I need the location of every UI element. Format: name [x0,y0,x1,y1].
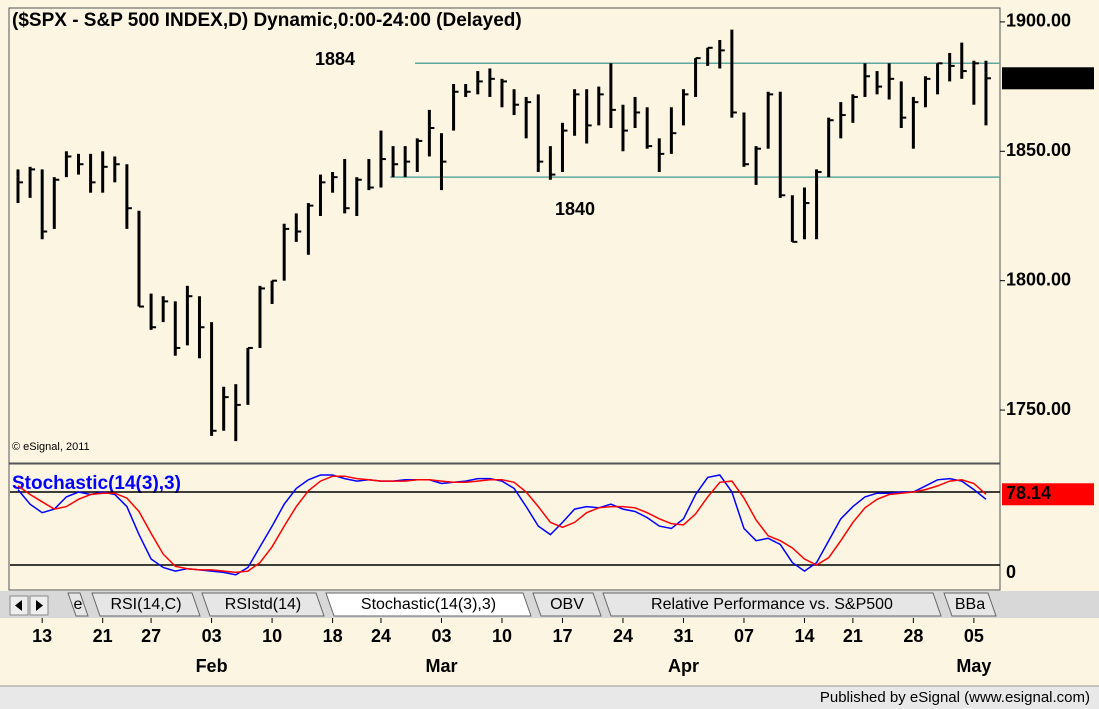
x-tick-label: 03 [431,626,451,646]
chart-title: ($SPX - S&P 500 INDEX,D) Dynamic,0:00-24… [12,10,522,31]
x-tick-label: 14 [794,626,814,646]
arrow-right [36,600,43,611]
stoch-line [17,474,987,576]
stoch-line [17,475,987,574]
y-tick-label: 1850.00 [1006,140,1071,160]
x-tick-label: 17 [552,626,572,646]
tab[interactable] [91,592,201,617]
watermark: © eSignal, 2011 [12,441,90,453]
level-label: 1884 [315,49,355,69]
stoch-panel-frame [8,463,1001,591]
price-panel-frame [8,7,1001,464]
x-tick-label: 10 [492,626,512,646]
level-label: 1840 [555,199,595,219]
y-tick-label: 0 [1006,562,1016,582]
x-tick-label: 07 [734,626,754,646]
month-label: Apr [668,656,699,676]
x-tick-label: 03 [202,626,222,646]
last-price: 1878.21 [1006,67,1071,87]
last-value-box [1002,483,1094,506]
tab-label: e [74,596,83,613]
last-price-box [1002,67,1094,90]
tab[interactable] [602,592,942,617]
month-label: Feb [196,656,228,676]
tab-label: RSI(14,C) [110,596,181,613]
tab-label: BBa [955,596,985,613]
x-tick-label: 21 [93,626,113,646]
arrow-left [15,600,22,611]
tab[interactable] [532,592,602,617]
tab[interactable] [67,592,89,617]
tab[interactable] [201,592,325,617]
tab-label: OBV [550,596,584,613]
tab[interactable] [325,592,532,617]
last-value: 78.14 [1006,483,1051,503]
tab[interactable] [943,592,997,617]
x-tick-label: 05 [964,626,984,646]
x-tick-label: 10 [262,626,282,646]
x-tick-label: 24 [613,626,633,646]
tab-label: Stochastic(14(3),3) [361,596,496,613]
x-tick-label: 13 [32,626,52,646]
x-tick-label: 21 [843,626,863,646]
x-tick-label: 24 [371,626,391,646]
tab-label: RSIstd(14) [225,596,301,613]
footer-bar [0,686,1099,709]
month-label: Mar [425,656,457,676]
y-tick-label: 1750.00 [1006,399,1071,419]
y-tick-label: 1800.00 [1006,269,1071,289]
x-tick-label: 27 [141,626,161,646]
month-label: May [956,656,991,676]
indicator-title: Stochastic(14(3),3) [12,473,181,494]
tab-label: Relative Performance vs. S&P500 [651,596,893,613]
x-tick-label: 31 [673,626,693,646]
footer-text: Published by eSignal (www.esignal.com) [820,689,1090,706]
x-tick-label: 18 [323,626,343,646]
y-tick-label: 1900.00 [1006,11,1071,31]
x-tick-label: 28 [903,626,923,646]
